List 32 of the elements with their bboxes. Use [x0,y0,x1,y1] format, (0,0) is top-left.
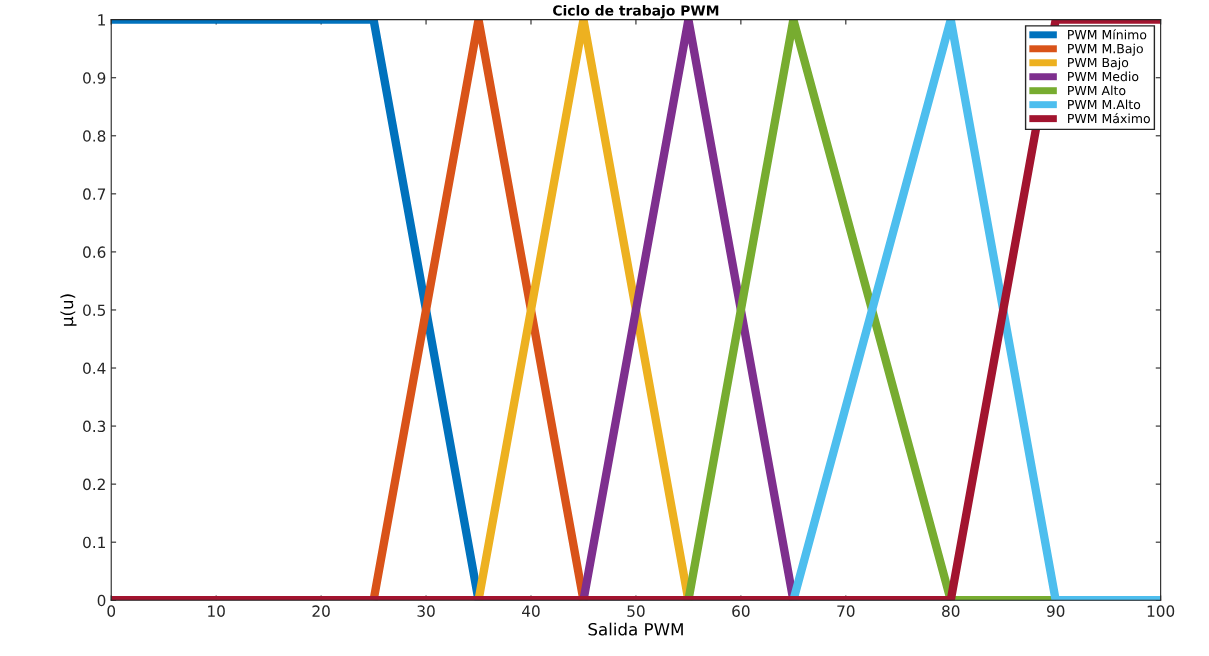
x-axis-title: Salida PWM [588,622,683,636]
x-tick-label: 90 [1046,605,1065,617]
legend-label: PWM Máximo [1068,113,1150,124]
legend-label: PWM Medio [1068,71,1139,82]
y-tick-label: 0.7 [83,188,106,200]
y-axis-title: μ(u) [60,294,77,326]
legend-label: PWM M.Alto [1068,99,1141,110]
x-tick-label: 100 [1147,605,1175,617]
legend-label: PWM Mínimo [1068,29,1147,40]
legend-label: PWM M.Bajo [1068,43,1143,56]
y-tick-label: 0.1 [83,536,105,549]
y-tick-label: 0.6 [83,246,106,258]
y-tick-label: 0 [97,594,106,607]
legend-label: PWM Bajo [1068,57,1129,70]
y-tick-label: 0.8 [83,130,106,142]
x-tick-label: 20 [312,605,330,617]
y-tick-label: 0.4 [83,362,106,375]
y-tick-label: 0.9 [83,72,106,84]
legend-label: PWM Alto [1068,85,1126,96]
y-tick-label: 0.3 [83,420,106,433]
x-tick-label: 70 [837,605,855,617]
x-tick-label: 50 [627,605,645,617]
y-tick-label: 0.5 [83,304,106,316]
y-tick-label: 0.2 [83,478,105,491]
x-tick-label: 10 [208,605,225,617]
x-tick-label: 60 [732,605,750,617]
x-tick-label: 40 [522,605,540,617]
chart-title: Ciclo de trabajo PWM [553,4,719,19]
x-tick-label: 30 [417,605,435,617]
x-tick-label: 0 [107,605,116,617]
x-tick-label: 80 [942,605,960,617]
y-tick-label: 1 [98,14,105,26]
